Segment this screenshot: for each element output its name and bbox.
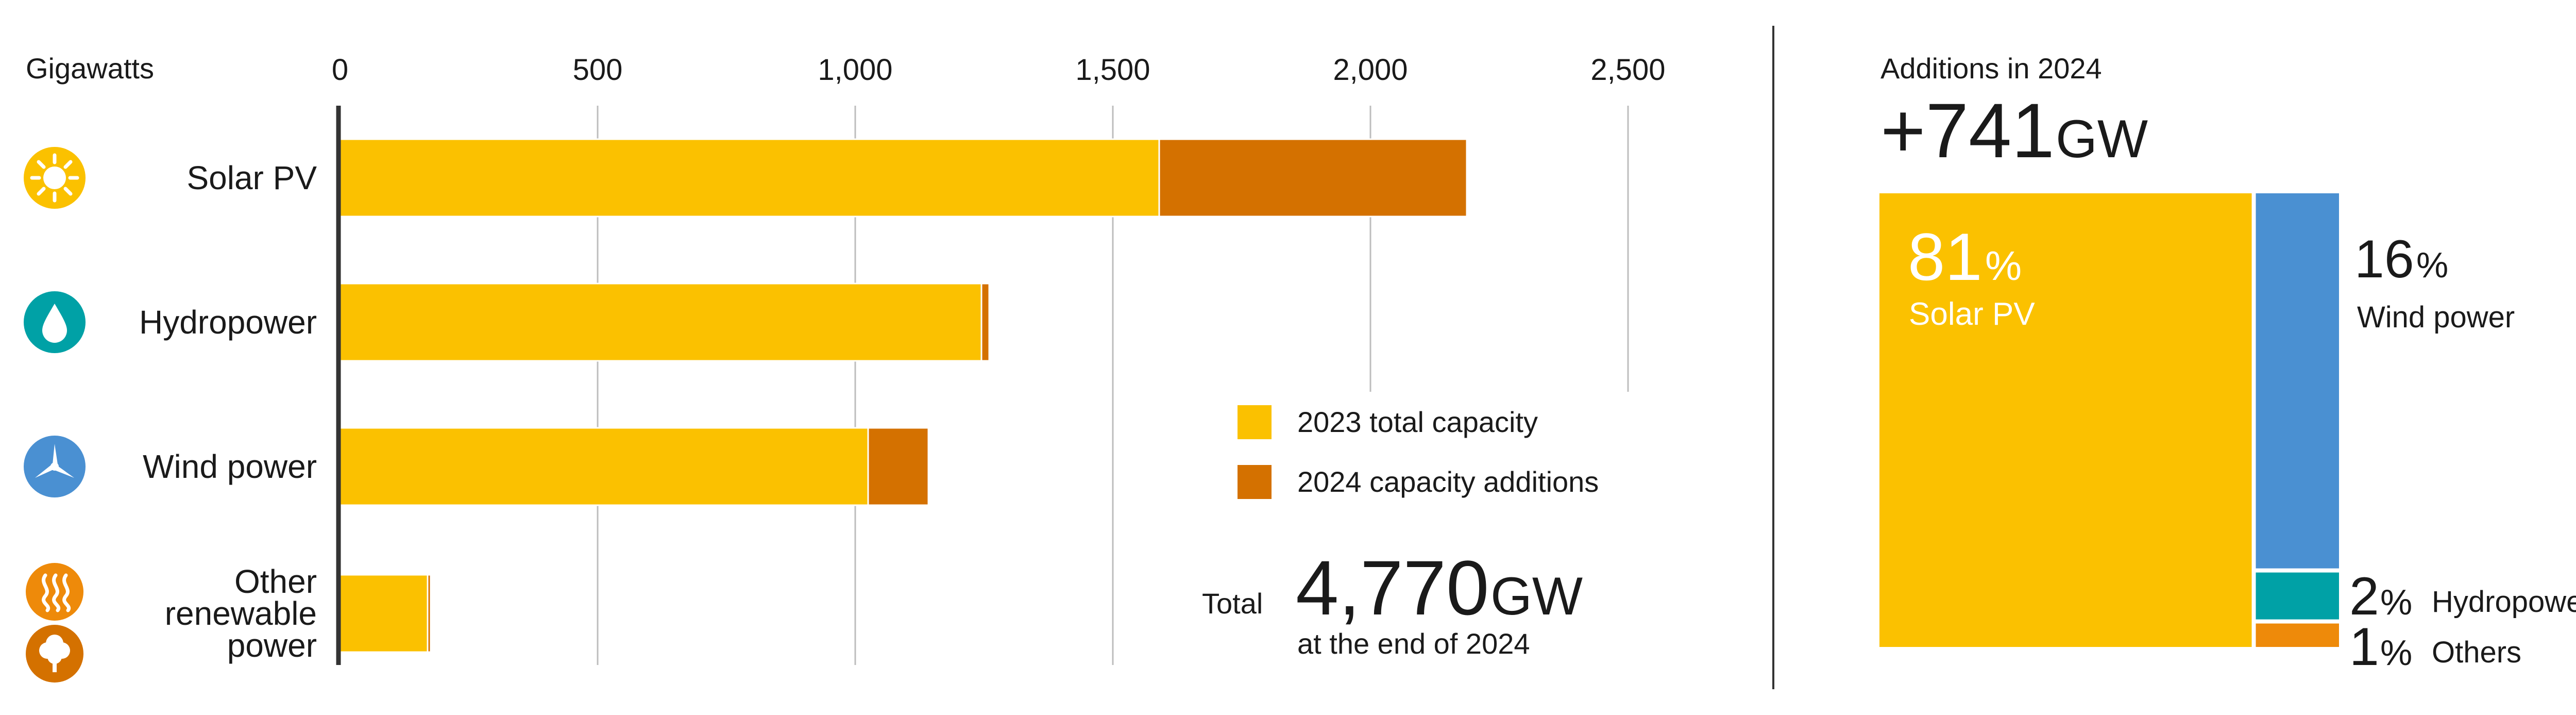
bar-2023-total (339, 574, 429, 653)
bar-2023-total (339, 282, 982, 362)
treemap (1879, 193, 2339, 647)
total-note: at the end of 2024 (1297, 627, 1530, 660)
category-label: Solar PV (187, 159, 317, 196)
solar-percent-unit: % (1985, 243, 2022, 289)
category-label: Other (234, 563, 317, 600)
others-percent-value: 1 (2349, 617, 2379, 677)
bar-chart: Gigawatts 0 500 1,000 1,500 2,000 2,500 Solar… (24, 52, 1674, 683)
legend: 2023 total capacity 2024 capacity additi… (1238, 405, 1599, 499)
gridlines (597, 106, 1674, 680)
wind-percent-value: 16 (2354, 229, 2414, 289)
tree-icon (26, 625, 83, 683)
bar-2023-total (339, 427, 869, 506)
treemap-block-wind (2256, 193, 2339, 569)
category-labels: Solar PV Hydropower Wind power Otherrenewab… (139, 159, 317, 664)
x-tick-labels: 0 500 1,000 1,500 2,000 2,500 (332, 53, 1666, 87)
wind-percent-unit: % (2416, 245, 2448, 285)
legend-label-2023: 2023 total capacity (1297, 406, 1538, 438)
treemap-label-others: 1 % Others (2349, 617, 2521, 677)
bar-2024-addition (1158, 138, 1468, 218)
additions-headline-value: +741 (1880, 87, 2055, 174)
solar-name: Solar PV (1909, 296, 2035, 332)
legend-backdrop (1226, 392, 1674, 680)
treemap-block-hydro (2256, 572, 2339, 620)
category-label: renewable (165, 595, 317, 632)
hydro-percent-value: 2 (2349, 567, 2379, 626)
treemap-label-solar: 81 % Solar PV (1908, 219, 2035, 332)
sun-icon (24, 147, 86, 209)
total-prefix: Total (1202, 587, 1263, 620)
legend-swatch-2023 (1238, 405, 1272, 439)
x-tick-label: 2,000 (1333, 53, 1408, 87)
x-tick-label: 1,500 (1075, 53, 1150, 87)
additions-panel: Additions in 2024 +741 GW 81 % Solar PV … (1879, 52, 2576, 677)
treemap-block-solar (1879, 193, 2252, 647)
x-tick-label: 500 (573, 53, 623, 87)
category-label: power (227, 627, 317, 664)
total-unit: GW (1490, 567, 1583, 626)
unit-label: Gigawatts (26, 52, 154, 85)
bar-2023-total (339, 138, 1160, 218)
treemap-block-others (2256, 623, 2339, 647)
additions-headline-unit: GW (2056, 109, 2148, 169)
solar-percent-value: 81 (1908, 219, 1982, 294)
treemap-label-hydro: 2 % Hydropower (2349, 567, 2576, 626)
x-tick-label: 0 (332, 53, 348, 87)
heat-waves-icon (26, 563, 83, 621)
bar-2024-addition (980, 282, 990, 362)
hydro-percent-unit: % (2380, 582, 2412, 622)
category-label: Wind power (143, 448, 317, 485)
legend-label-2024: 2024 capacity additions (1297, 465, 1599, 498)
treemap-label-wind: 16 % Wind power (2354, 229, 2515, 334)
others-name: Others (2432, 636, 2521, 669)
wind-name: Wind power (2357, 301, 2515, 334)
legend-swatch-2024 (1238, 465, 1272, 499)
category-label: Hydropower (139, 304, 317, 341)
bar-2024-addition (867, 427, 929, 506)
total-annotation: Total 4,770 GW at the end of 2024 (1202, 544, 1583, 660)
others-percent-unit: % (2380, 633, 2412, 673)
additions-title: Additions in 2024 (1880, 52, 2102, 85)
x-tick-label: 1,000 (818, 53, 892, 87)
water-drop-icon (24, 291, 86, 353)
wind-turbine-icon (24, 436, 86, 497)
hydro-name: Hydropower (2432, 585, 2576, 619)
x-tick-label: 2,500 (1590, 53, 1665, 87)
bars (339, 138, 1468, 653)
total-value: 4,770 (1296, 544, 1489, 631)
bar-2024-addition (427, 574, 432, 653)
